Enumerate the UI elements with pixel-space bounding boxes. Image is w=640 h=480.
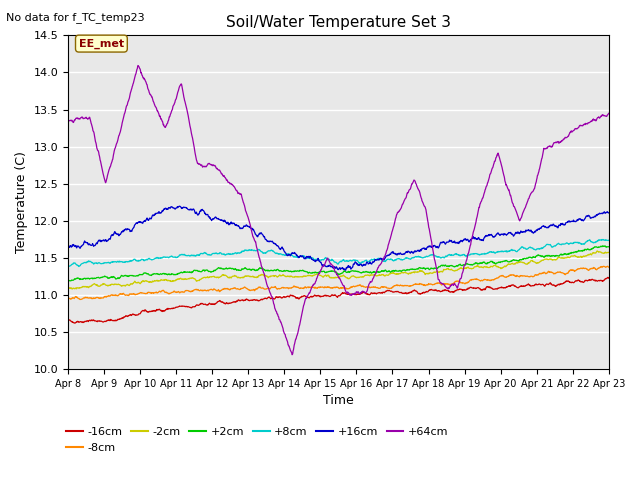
+16cm xyxy=(175,203,183,209)
-8cm xyxy=(294,285,301,290)
+16cm xyxy=(372,257,380,263)
+16cm xyxy=(106,236,114,242)
+8cm xyxy=(106,260,114,265)
-2cm xyxy=(129,281,136,287)
-2cm xyxy=(68,286,76,292)
-8cm xyxy=(315,284,323,290)
-2cm xyxy=(106,282,114,288)
+16cm xyxy=(305,254,313,260)
+2cm xyxy=(305,270,313,276)
Line: +64cm: +64cm xyxy=(68,65,609,355)
Line: +2cm: +2cm xyxy=(68,246,609,281)
-8cm xyxy=(106,293,114,299)
Text: No data for f_TC_temp23: No data for f_TC_temp23 xyxy=(6,12,145,23)
+8cm xyxy=(294,255,301,261)
+16cm xyxy=(128,228,136,234)
-16cm xyxy=(604,275,612,280)
X-axis label: Time: Time xyxy=(323,395,354,408)
-2cm xyxy=(315,272,323,277)
Line: +16cm: +16cm xyxy=(68,206,609,270)
+2cm xyxy=(294,268,301,274)
+16cm xyxy=(605,210,612,216)
+2cm xyxy=(599,243,607,249)
-8cm xyxy=(605,264,612,270)
Line: -16cm: -16cm xyxy=(68,277,609,323)
+64cm xyxy=(288,352,296,358)
-16cm xyxy=(605,275,612,281)
-16cm xyxy=(129,312,136,317)
+16cm xyxy=(294,253,301,259)
+64cm xyxy=(294,328,302,334)
+8cm xyxy=(315,257,323,263)
Y-axis label: Temperature (C): Temperature (C) xyxy=(15,151,28,253)
+8cm xyxy=(64,264,72,269)
+2cm xyxy=(605,244,612,250)
Text: EE_met: EE_met xyxy=(79,38,124,49)
+2cm xyxy=(315,270,323,276)
+8cm xyxy=(372,257,380,263)
+8cm xyxy=(605,237,612,243)
-16cm xyxy=(315,293,323,299)
+64cm xyxy=(128,85,136,91)
+64cm xyxy=(372,269,380,275)
-2cm xyxy=(305,273,313,278)
+2cm xyxy=(67,278,74,284)
+8cm xyxy=(129,258,136,264)
+64cm xyxy=(64,118,72,123)
+64cm xyxy=(134,62,142,68)
Title: Soil/Water Temperature Set 3: Soil/Water Temperature Set 3 xyxy=(226,15,451,30)
-16cm xyxy=(305,295,313,300)
-8cm xyxy=(64,296,72,301)
-8cm xyxy=(76,297,84,302)
Legend: -16cm, -8cm, -2cm, +2cm, +8cm, +16cm, +64cm: -16cm, -8cm, -2cm, +2cm, +8cm, +16cm, +6… xyxy=(62,422,453,457)
+64cm xyxy=(605,110,612,116)
+2cm xyxy=(372,270,380,276)
Line: -8cm: -8cm xyxy=(68,266,609,300)
+16cm xyxy=(342,267,349,273)
-16cm xyxy=(71,320,79,326)
+64cm xyxy=(305,289,313,295)
+64cm xyxy=(106,164,114,170)
-2cm xyxy=(593,248,601,254)
+64cm xyxy=(316,270,323,276)
-16cm xyxy=(64,317,72,323)
-8cm xyxy=(604,264,612,269)
+2cm xyxy=(64,278,72,284)
+16cm xyxy=(64,244,72,250)
Line: +8cm: +8cm xyxy=(68,240,609,266)
-2cm xyxy=(605,250,612,255)
Line: -2cm: -2cm xyxy=(68,251,609,289)
+16cm xyxy=(315,258,323,264)
-16cm xyxy=(106,318,114,324)
-8cm xyxy=(129,291,136,297)
-16cm xyxy=(294,295,301,301)
+2cm xyxy=(129,273,136,278)
-8cm xyxy=(305,284,313,290)
-16cm xyxy=(372,291,380,297)
+8cm xyxy=(599,237,607,242)
+2cm xyxy=(106,275,114,280)
+8cm xyxy=(75,264,83,269)
+8cm xyxy=(305,255,313,261)
-2cm xyxy=(294,274,301,279)
-2cm xyxy=(64,286,72,291)
-2cm xyxy=(372,273,380,279)
-8cm xyxy=(372,285,380,290)
